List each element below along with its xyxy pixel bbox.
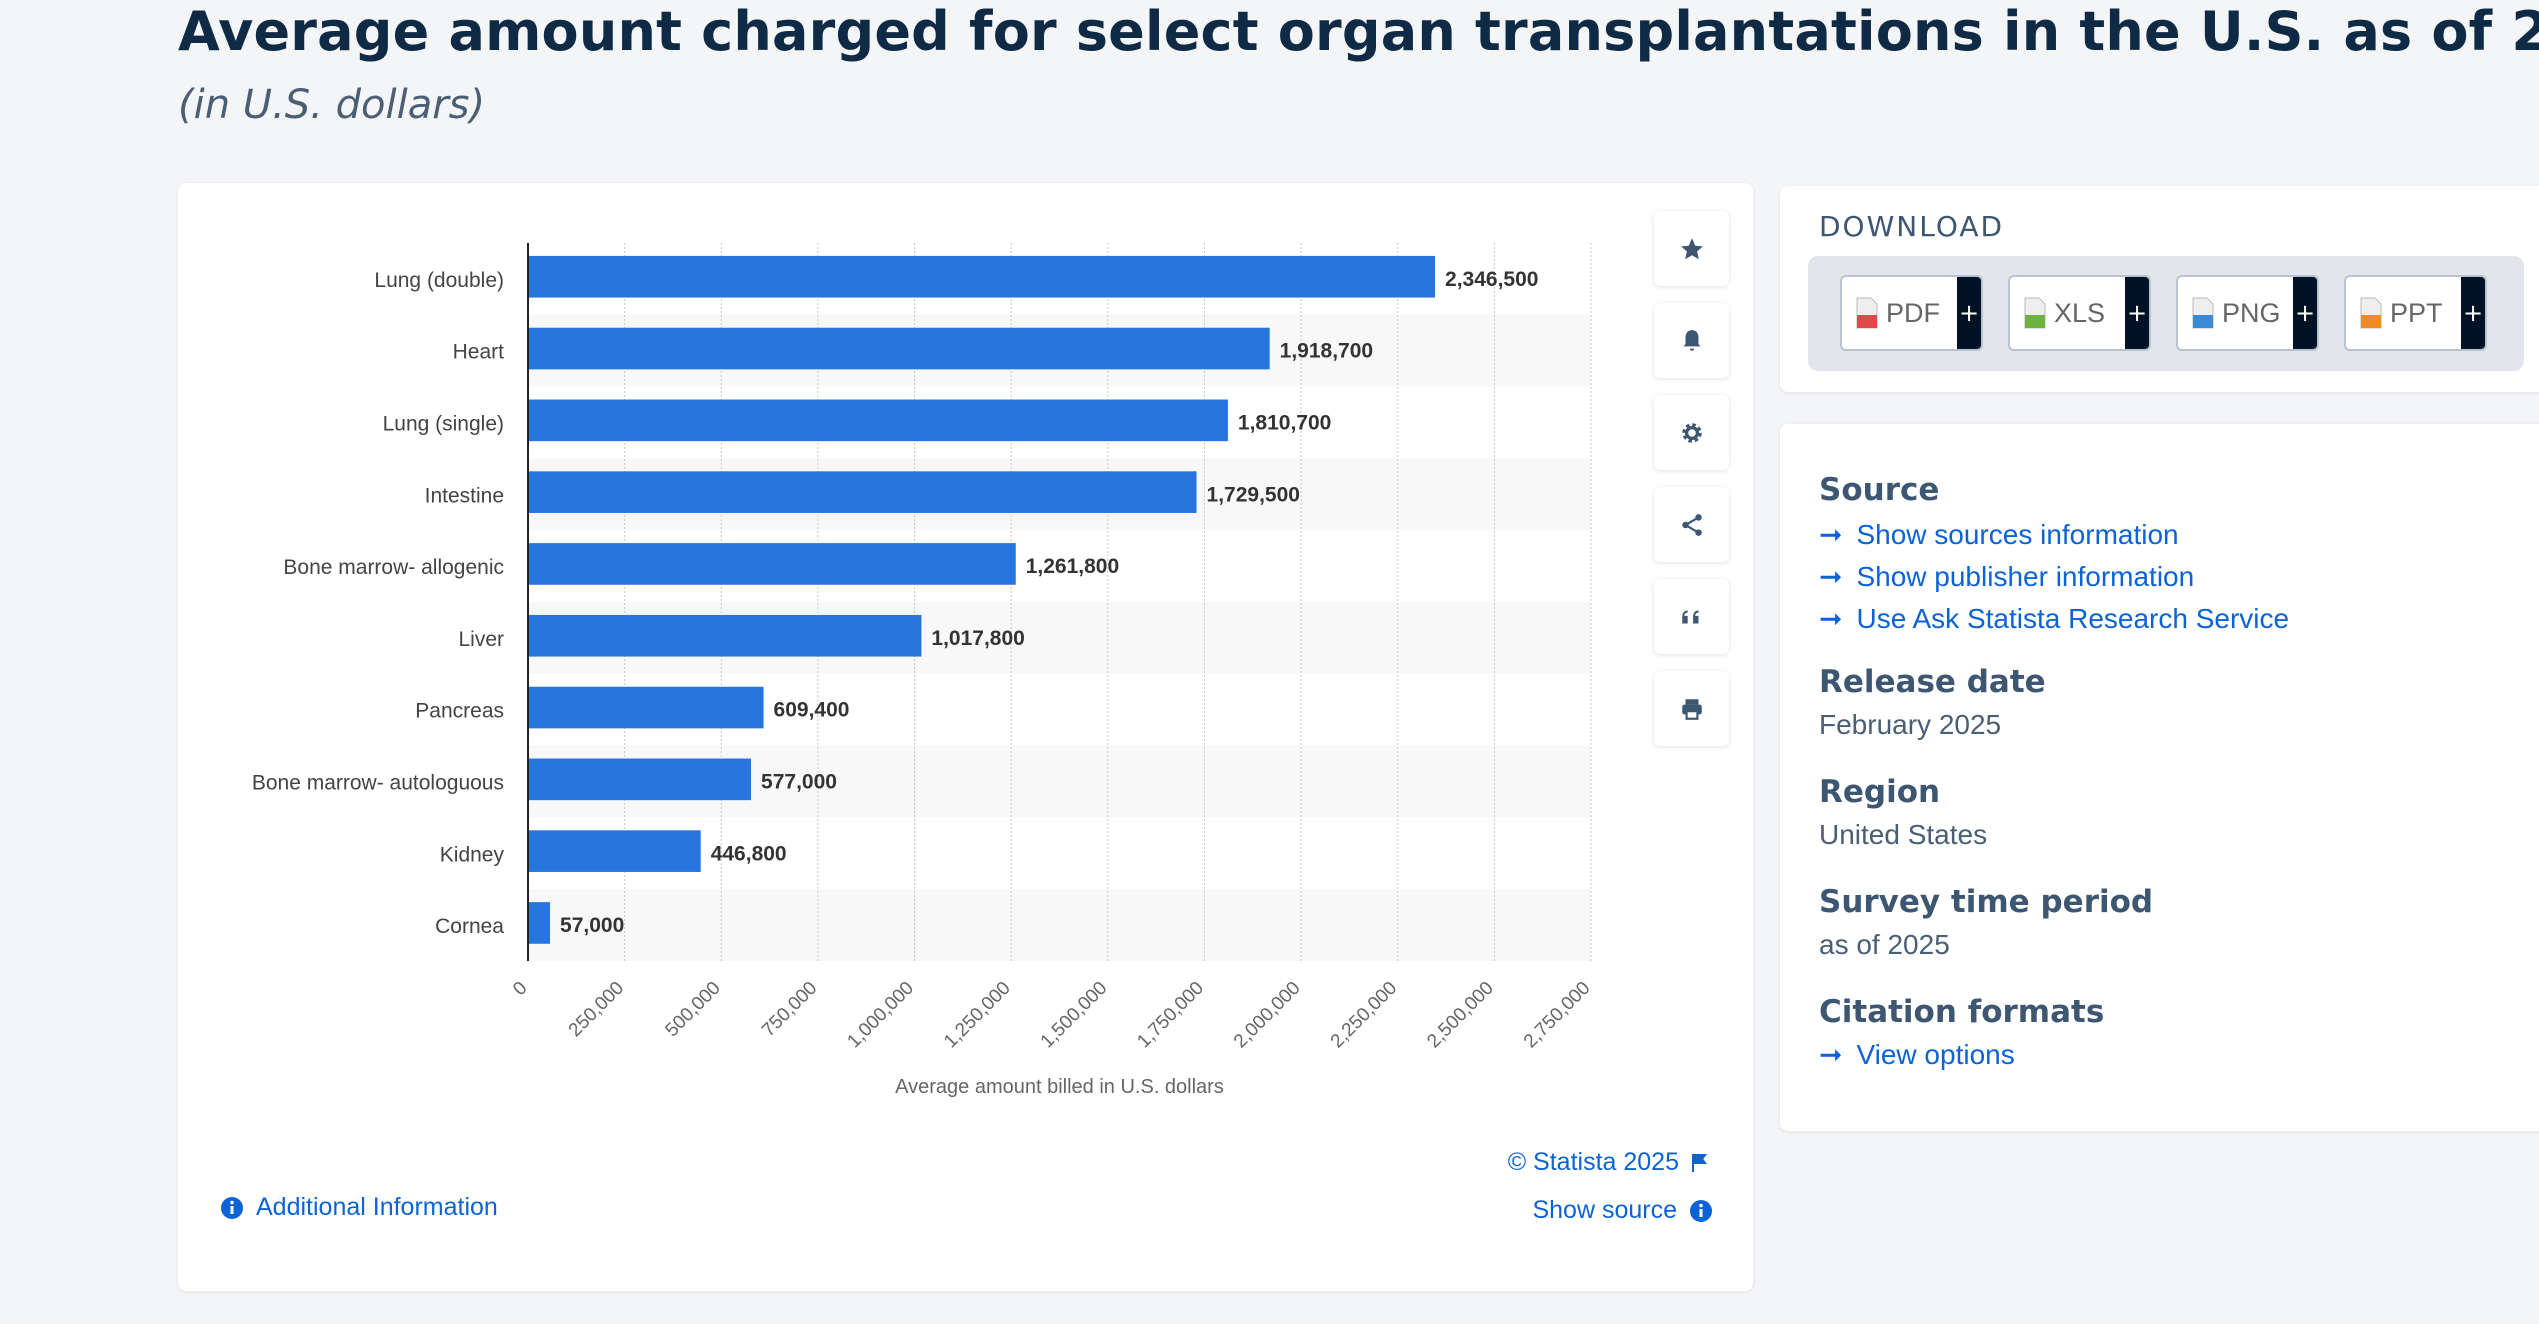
category-label: Liver — [458, 628, 504, 651]
data-label: 57,000 — [560, 914, 624, 937]
x-tick-label: 2,500,000 — [1423, 978, 1498, 1053]
survey-period-heading: Survey time period — [1819, 884, 2154, 920]
download-buttons: PDF + XLS + PNG + PPT + — [1808, 256, 2524, 371]
data-label: 577,000 — [761, 771, 837, 794]
row-band — [528, 889, 1591, 961]
category-label: Pancreas — [415, 700, 504, 723]
arrow-right-icon: ➞ — [1819, 519, 1843, 550]
cite-button[interactable] — [1654, 579, 1729, 654]
flag-icon — [1692, 1153, 1707, 1172]
bar — [528, 471, 1197, 513]
arrow-right-icon: ➞ — [1819, 603, 1843, 634]
data-label: 2,346,500 — [1445, 268, 1538, 291]
chart-card: 0 250,000 500,000 750,000 1,000,000 1,250,000… — [178, 183, 1753, 1291]
download-xls-button[interactable]: XLS + — [2008, 275, 2151, 351]
category-label: Kidney — [440, 843, 505, 866]
png-file-icon — [2192, 297, 2214, 329]
download-pdf-button[interactable]: PDF + — [1840, 275, 1983, 351]
download-png-button[interactable]: PNG + — [2176, 275, 2319, 351]
expand-icon: + — [2461, 277, 2485, 349]
settings-button[interactable] — [1654, 395, 1729, 470]
x-tick-label: 0 — [509, 978, 531, 1000]
citation-heading: Citation formats — [1819, 994, 2105, 1030]
survey-period-value: as of 2025 — [1819, 929, 1950, 960]
share-icon — [1681, 513, 1702, 536]
x-tick-label: 2,000,000 — [1230, 978, 1305, 1053]
data-label: 1,017,800 — [931, 627, 1024, 650]
expand-icon: + — [2125, 277, 2149, 349]
x-tick-label: 2,750,000 — [1520, 978, 1595, 1053]
x-tick-label: 1,500,000 — [1037, 978, 1112, 1053]
quote-icon — [1681, 610, 1698, 623]
bar — [528, 543, 1016, 585]
bar — [528, 255, 1436, 298]
info-icon — [221, 1196, 243, 1219]
category-label: Bone marrow- allogenic — [283, 556, 504, 579]
region-heading: Region — [1819, 774, 1941, 810]
category-label: Heart — [453, 341, 505, 364]
region-value: United States — [1819, 819, 1988, 850]
release-date-value: February 2025 — [1819, 709, 2002, 740]
bar — [528, 902, 551, 944]
x-tick-label: 1,750,000 — [1133, 978, 1208, 1053]
x-axis-title: Average amount billed in U.S. dollars — [895, 1076, 1224, 1098]
data-label: 446,800 — [711, 842, 787, 865]
statista-copyright[interactable]: © Statista 2025 — [1508, 1148, 1709, 1177]
category-label: Lung (double) — [374, 269, 504, 292]
print-button[interactable] — [1654, 671, 1729, 746]
download-ppt-button[interactable]: PPT + — [2344, 275, 2487, 351]
share-button[interactable] — [1654, 487, 1729, 562]
view-options-link[interactable]: ➞ View options — [1819, 1039, 2015, 1070]
ask-statista-link[interactable]: ➞ Use Ask Statista Research Service — [1819, 603, 2290, 634]
category-label: Cornea — [435, 915, 504, 938]
pdf-file-icon — [1856, 297, 1878, 329]
show-publisher-link[interactable]: ➞ Show publisher information — [1819, 561, 2195, 592]
data-label: 609,400 — [774, 699, 850, 722]
x-tick-label: 1,000,000 — [843, 978, 918, 1053]
x-tick-label: 250,000 — [565, 978, 628, 1041]
category-label: Lung (single) — [383, 413, 504, 436]
release-date-heading: Release date — [1819, 664, 2046, 700]
arrow-right-icon: ➞ — [1819, 1039, 1843, 1070]
bar — [528, 758, 752, 801]
x-tick-label: 1,250,000 — [940, 978, 1015, 1053]
expand-icon: + — [1957, 277, 1981, 349]
bar — [528, 614, 922, 657]
data-label: 1,810,700 — [1238, 412, 1331, 435]
category-label: Bone marrow- autologuous — [252, 772, 504, 795]
page-subtitle: (in U.S. dollars) — [178, 82, 486, 128]
favorite-button[interactable] — [1654, 211, 1729, 286]
download-title: DOWNLOAD — [1819, 210, 2005, 243]
category-label: Intestine — [425, 484, 504, 507]
page-title: Average amount charged for select organ … — [178, 0, 2539, 63]
download-card: DOWNLOAD PDF + XLS + PNG + PPT + — [1780, 186, 2539, 392]
bar — [528, 830, 701, 872]
x-tick-label: 2,250,000 — [1327, 978, 1402, 1053]
x-tick-label: 500,000 — [661, 978, 724, 1041]
info-icon — [1690, 1199, 1712, 1222]
print-icon — [1681, 698, 1702, 720]
data-label: 1,918,700 — [1280, 340, 1373, 363]
gear-icon — [1681, 422, 1702, 443]
additional-information-link[interactable]: Additional Information — [220, 1193, 498, 1222]
bar-chart: 0 250,000 500,000 750,000 1,000,000 1,250,000… — [252, 243, 1595, 1098]
data-label: 1,261,800 — [1026, 555, 1119, 578]
xls-file-icon — [2024, 297, 2046, 329]
star-icon — [1680, 237, 1703, 259]
data-label: 1,729,500 — [1207, 483, 1300, 506]
notification-button[interactable] — [1654, 303, 1729, 378]
bar — [528, 686, 764, 729]
show-sources-link[interactable]: ➞ Show sources information — [1819, 519, 2179, 550]
show-source-link[interactable]: Show source — [1532, 1196, 1713, 1225]
bar — [528, 399, 1228, 442]
info-card: Source ➞ Show sources information ➞ Show p… — [1780, 424, 2539, 1131]
arrow-right-icon: ➞ — [1819, 561, 1843, 592]
bar — [528, 327, 1270, 370]
expand-icon: + — [2293, 277, 2317, 349]
x-tick-label: 750,000 — [758, 978, 821, 1041]
source-heading: Source — [1819, 472, 1940, 508]
ppt-file-icon — [2360, 297, 2382, 329]
bell-icon — [1682, 329, 1701, 351]
